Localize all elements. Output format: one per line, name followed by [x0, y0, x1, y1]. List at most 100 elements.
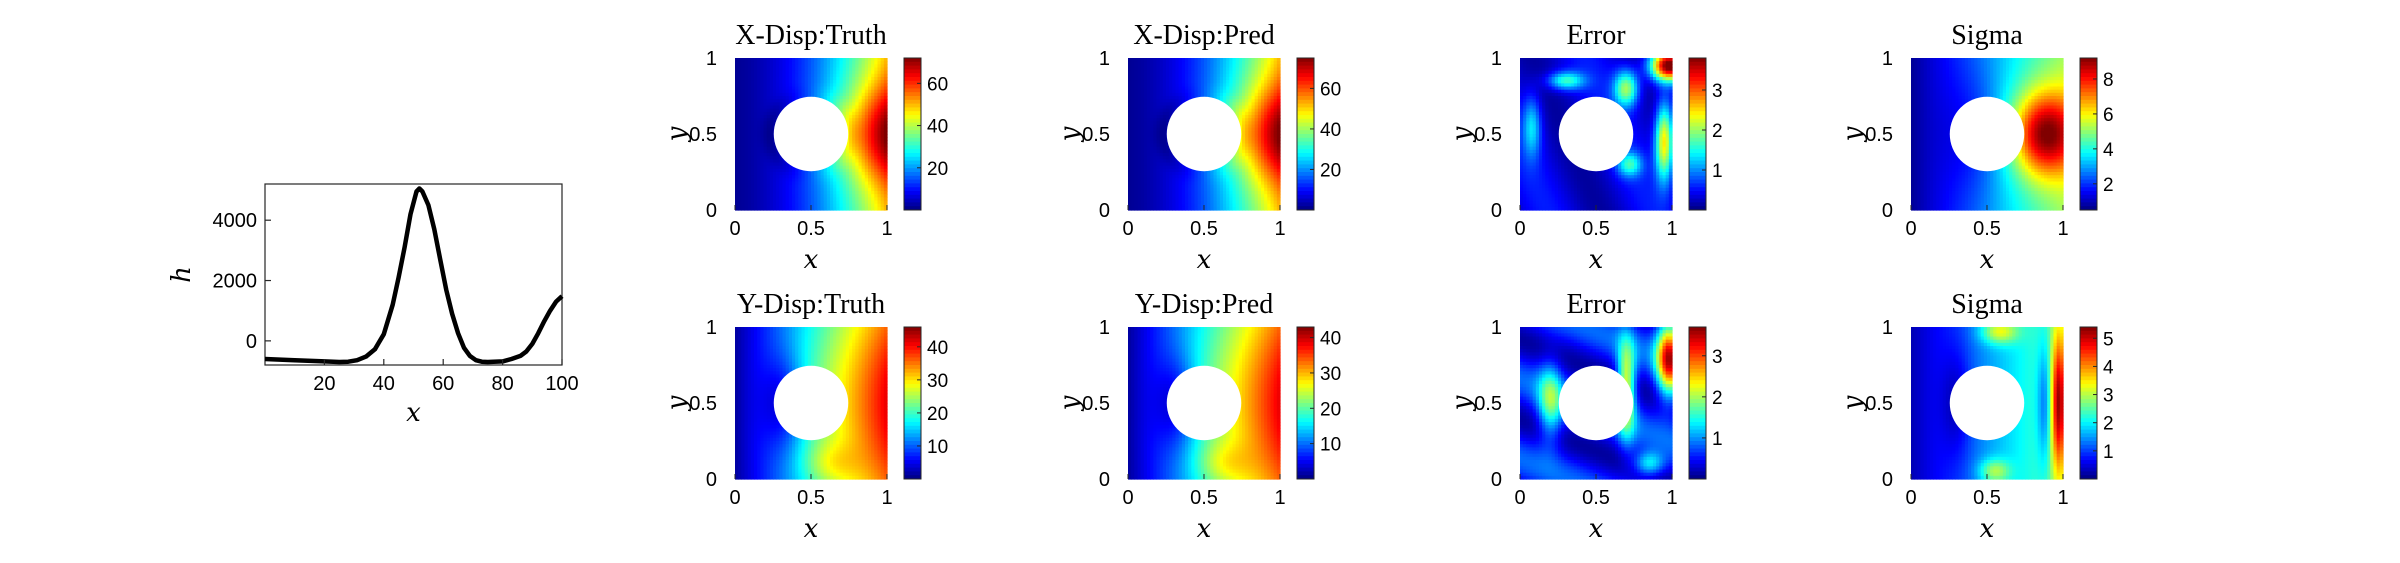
heatmap-cell — [1156, 121, 1161, 126]
heatmap-cell — [763, 58, 768, 62]
heatmap-cell — [839, 194, 844, 198]
heatmap-cell — [1137, 137, 1142, 141]
heatmap-cell — [880, 149, 885, 154]
heatmap-cell — [1191, 67, 1196, 72]
heatmap-cell — [842, 111, 847, 116]
heatmap-cell — [1529, 191, 1534, 195]
heatmap-cell — [842, 172, 847, 176]
heatmap-cell — [1137, 143, 1142, 148]
heatmap-cell — [864, 83, 869, 88]
heatmap-cell — [864, 96, 869, 100]
colorbar-segment — [1297, 84, 1314, 89]
heatmap-cell — [1178, 89, 1183, 94]
heatmap-cell — [1257, 165, 1262, 170]
heatmap-cell — [820, 67, 825, 72]
heatmap-cell — [747, 108, 752, 113]
heatmap-cell — [874, 168, 879, 173]
heatmap-cell — [735, 200, 739, 205]
heatmap-cell — [747, 165, 752, 170]
heatmap-cell — [1153, 99, 1158, 103]
heatmap-cell — [747, 86, 752, 91]
heatmap-cell — [747, 206, 752, 211]
heatmap-cell — [1204, 77, 1208, 81]
heatmap-cell — [1276, 102, 1281, 107]
heatmap-cell — [836, 197, 841, 202]
heatmap-cell — [845, 178, 850, 183]
heatmap-cell — [757, 105, 761, 110]
heatmap-cell — [1181, 200, 1186, 205]
heatmap-cell — [1175, 83, 1180, 88]
heatmap-cell — [804, 178, 809, 183]
heatmap-cell — [1242, 197, 1246, 202]
heatmap-cell — [883, 203, 888, 208]
heatmap-cell — [861, 159, 866, 164]
heatmap-cell — [1232, 187, 1237, 192]
heatmap-cell — [757, 156, 761, 160]
heatmap-cell — [757, 162, 761, 167]
heatmap-cell — [1523, 203, 1527, 208]
heatmap-cell — [1238, 108, 1243, 113]
heatmap-cell — [1526, 127, 1531, 132]
colorbar-segment — [1297, 111, 1314, 116]
heatmap-cell — [1137, 105, 1142, 110]
heatmap-cell — [868, 194, 872, 198]
heatmap-cell — [1261, 73, 1265, 78]
heatmap-cell — [849, 58, 853, 62]
heatmap-cell — [735, 111, 739, 116]
heatmap-cell — [754, 124, 758, 129]
heatmap-cell — [1137, 191, 1142, 195]
heatmap-cell — [1532, 121, 1537, 126]
heatmap-cell — [820, 92, 825, 97]
heatmap-cell — [807, 83, 812, 88]
heatmap-cell — [1175, 168, 1180, 173]
heatmap-cell — [817, 200, 822, 205]
heatmap-cell — [1159, 159, 1164, 164]
heatmap-cell — [773, 181, 777, 186]
y-tick-label: 2000 — [213, 271, 258, 293]
heatmap-cell — [757, 102, 761, 107]
heatmap-cell — [1273, 70, 1278, 75]
heatmap-cell — [1131, 159, 1135, 164]
heatmap-cell — [1128, 58, 1132, 62]
heatmap-cell — [792, 187, 796, 192]
colorbar-segment — [1297, 58, 1314, 63]
heatmap-cell — [1175, 159, 1180, 164]
heatmap-cell — [1156, 153, 1161, 157]
heatmap-cell — [1529, 168, 1534, 173]
heatmap-cell — [1172, 178, 1177, 183]
heatmap-cell — [1261, 140, 1265, 145]
heatmap-cell — [744, 137, 749, 141]
heatmap-cell — [880, 153, 885, 157]
heatmap-cell — [874, 149, 879, 154]
heatmap-cell — [839, 206, 844, 211]
heatmap-cell — [1137, 197, 1142, 202]
heatmap-cell — [1166, 83, 1170, 88]
heatmap-cell — [1251, 197, 1256, 202]
heatmap-cell — [1270, 86, 1275, 91]
heatmap-cell — [807, 61, 812, 65]
heatmap-cell — [1232, 67, 1237, 72]
heatmap-cell — [750, 156, 755, 160]
heatmap-cell — [820, 89, 825, 94]
heatmap-cell — [795, 80, 799, 84]
heatmap-cell — [861, 89, 866, 94]
heatmap-cell — [1156, 89, 1161, 94]
heatmap-cell — [830, 80, 834, 84]
heatmap-cell — [1197, 191, 1202, 195]
heatmap-cell — [811, 73, 815, 78]
heatmap-cell — [795, 86, 799, 91]
heatmap-cell — [1147, 187, 1151, 192]
heatmap-cell — [1188, 168, 1192, 173]
heatmap-cell — [1153, 206, 1158, 211]
heatmap-cell — [807, 89, 812, 94]
heatmap-cell — [766, 77, 771, 81]
heatmap-cell — [1200, 203, 1205, 208]
heatmap-cell — [1254, 118, 1259, 122]
heatmap-cell — [1526, 175, 1531, 179]
heatmap-cell — [880, 127, 885, 132]
heatmap-cell — [855, 156, 860, 160]
heatmap-cell — [782, 184, 787, 189]
heatmap-cell — [1178, 96, 1183, 100]
heatmap-cell — [1191, 191, 1196, 195]
heatmap-cell — [754, 130, 758, 135]
